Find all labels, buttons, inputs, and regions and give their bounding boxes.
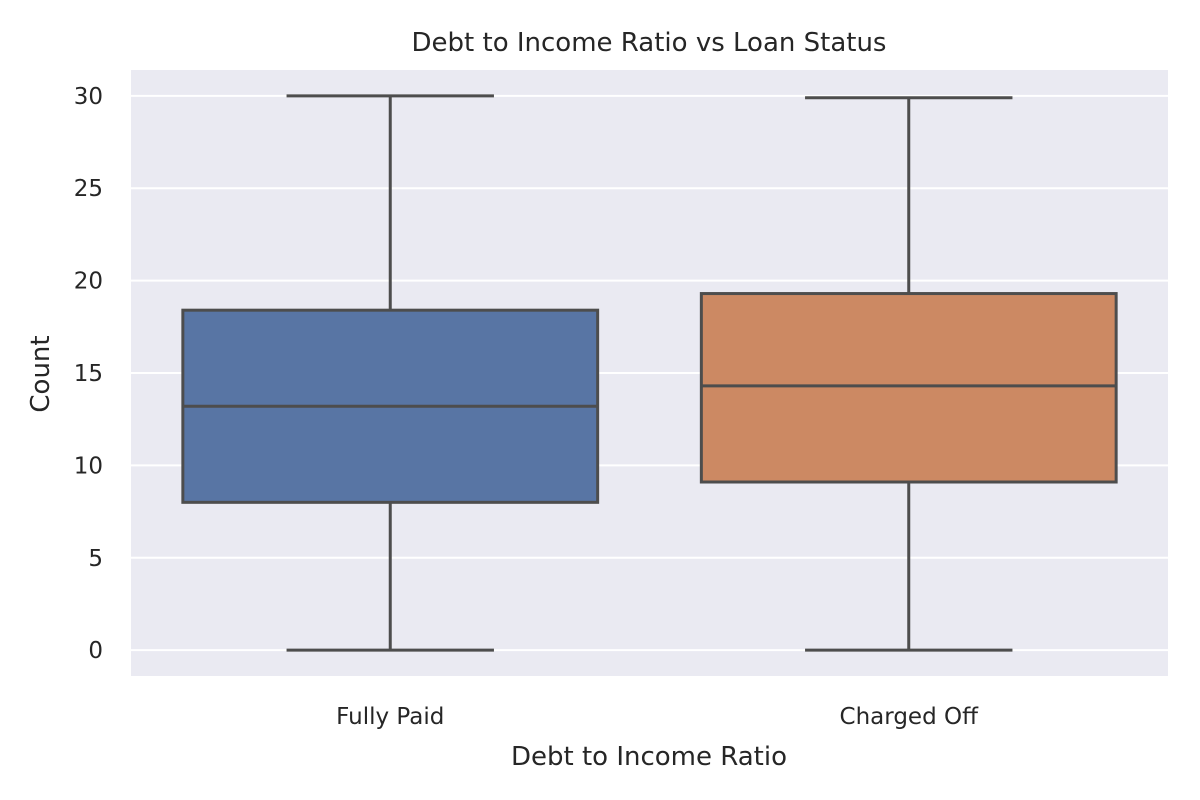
box-group [699,96,1118,652]
chart-title: Debt to Income Ratio vs Loan Status [412,28,887,58]
y-tick-label: 5 [88,546,103,572]
x-tick-label: Fully Paid [336,704,444,730]
y-tick-label: 20 [74,269,103,295]
y-axis-label: Count [26,335,56,412]
y-tick-label: 25 [74,176,103,202]
box-iqr [699,292,1118,484]
x-tick-label: Charged Off [840,704,980,730]
y-tick-label: 30 [74,84,103,110]
y-tick-label: 15 [74,361,103,387]
y-tick-label: 0 [88,638,103,664]
x-axis-ticks: Fully Paid Charged Off [336,704,979,730]
y-axis-ticks: 0 5 10 15 20 25 30 [74,84,103,664]
y-tick-label: 10 [74,453,103,479]
box-group [181,94,600,652]
x-axis-label: Debt to Income Ratio [511,742,787,772]
boxes [181,94,1118,652]
